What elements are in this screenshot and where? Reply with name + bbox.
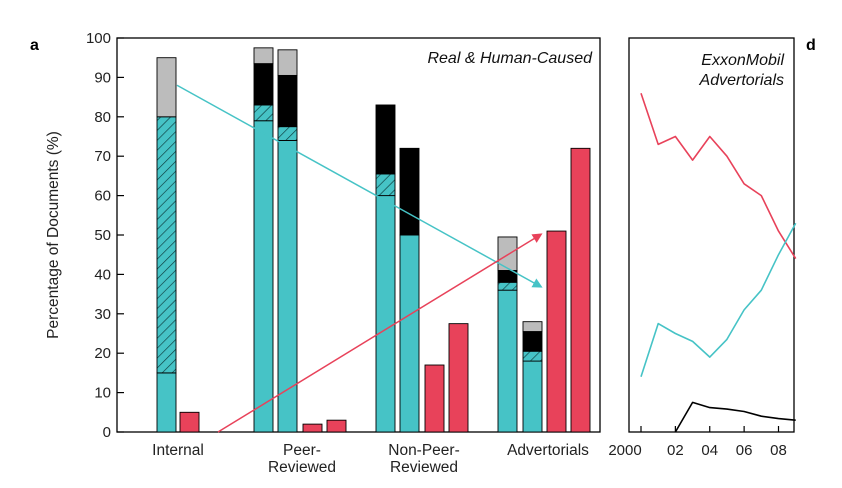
bar-segment-cyan [375,195,396,433]
y-tick-label: 10 [94,385,111,402]
bar-segment-red [570,147,591,433]
bar-segment-red [179,411,200,433]
y-axis-label: Percentage of Documents (%) [45,131,62,339]
bar-segment-gray [522,321,543,332]
panel-a-category-labels: Internal Peer-ReviewedNon-Peer-ReviewedAd… [152,442,589,476]
bar-segment-gray [497,236,518,271]
panel-a-bars [156,47,591,433]
bar-segment-black [399,147,420,236]
bar [448,323,469,433]
y-tick-label: 50 [94,227,111,244]
bar [156,57,177,433]
series-line-black [674,401,796,433]
x-tick-label: 2000 [608,442,641,459]
bar-segment-hatch [253,104,274,122]
category-label: Advertorials [507,442,589,459]
panel-a-trend-arrows [176,84,543,433]
bar-segment-red [326,419,347,433]
category-label: Non-Peer- [388,442,460,459]
bar [253,47,274,433]
bar-segment-black [277,74,298,128]
bar-segment-cyan [253,120,274,433]
bar-segment-cyan [156,372,177,433]
bar-segment-gray [253,47,274,65]
y-tick-label: 90 [94,69,111,86]
x-tick-label: 02 [667,442,684,459]
trend-arrow-cyan [176,84,543,288]
panel-d-frame [628,37,795,433]
trend-arrow-red [217,233,543,433]
bar [570,147,591,433]
bar-segment-cyan [277,139,298,433]
series-line-cyan [640,222,797,378]
y-tick-label: 100 [86,30,111,47]
bar-segment-black [375,104,396,175]
bar [375,104,396,433]
bar-segment-cyan [497,289,518,433]
y-tick-label: 30 [94,306,111,323]
x-tick-label: 04 [701,442,718,459]
bar [546,230,567,433]
bar-segment-red [448,323,469,433]
bar-segment-cyan [399,234,420,433]
series-line-red [640,92,797,260]
panel-a-y-ticks: 0 10 20 30 40 50 60 70 80 90 100 [86,30,124,441]
category-label: Internal [152,442,204,459]
bar-segment-red [546,230,567,433]
bar-segment-cyan [522,360,543,433]
bar [277,49,298,433]
bar-segment-hatch [497,281,518,291]
y-tick-label: 0 [103,424,111,441]
bar-segment-hatch [522,350,543,362]
bar-segment-red [302,423,323,433]
y-tick-label: 40 [94,266,111,283]
y-tick-label: 20 [94,345,111,362]
y-tick-label: 60 [94,188,111,205]
bar-segment-black [522,331,543,352]
panel-a-title: Real & Human-Caused [427,50,593,67]
bar [179,411,200,433]
x-tick-label: 06 [736,442,753,459]
bar-segment-hatch [277,126,298,141]
panel-d-title-line-1: ExxonMobil [701,52,784,69]
panel-d-x-ticks: 2000 02 04 06 08 [608,426,787,459]
panel-a-label: a [30,37,39,54]
bar [497,236,518,433]
panel-d-label: d [806,37,816,54]
category-label: Reviewed [268,459,336,476]
bar [326,419,347,433]
bar [302,423,323,433]
x-tick-label: 08 [770,442,787,459]
y-tick-label: 80 [94,109,111,126]
bar-segment-hatch [156,116,177,374]
category-label: Peer- [283,442,321,459]
bar [424,364,445,433]
category-label: Reviewed [390,459,458,476]
y-tick-label: 70 [94,148,111,165]
bar-segment-red [424,364,445,433]
bar-segment-hatch [375,173,396,197]
bar-segment-gray [156,57,177,118]
bar-segment-gray [277,49,298,76]
bar [399,147,420,433]
bar [522,321,543,433]
panel-d-title-line-2: Advertorials [699,72,784,89]
bar-segment-black [253,63,274,106]
panel-d-series [640,92,797,433]
